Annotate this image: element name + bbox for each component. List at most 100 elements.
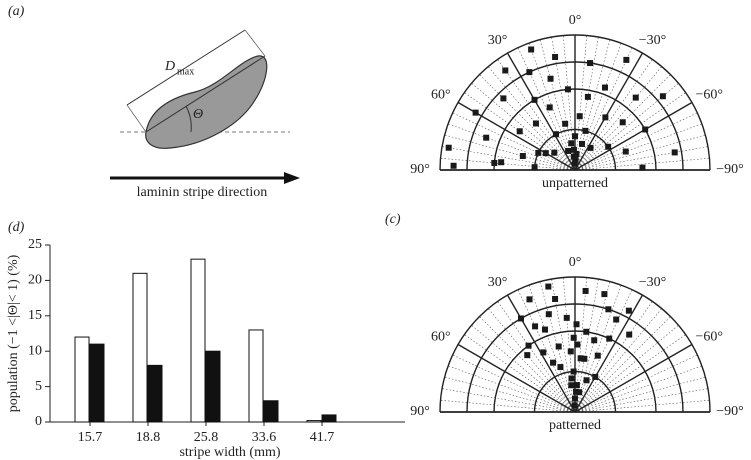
angle-label: 90°	[410, 404, 430, 419]
point	[531, 96, 538, 103]
point	[602, 114, 609, 121]
radial-minor	[574, 157, 710, 171]
point	[577, 355, 584, 362]
angle-label: −60°	[695, 88, 723, 103]
point	[563, 314, 570, 321]
point	[642, 126, 649, 133]
point	[572, 133, 578, 140]
radial-minor	[574, 324, 679, 413]
bar	[248, 329, 264, 423]
point	[516, 128, 523, 135]
radial-minor	[574, 308, 663, 413]
angle-label: −90°	[716, 162, 744, 177]
point	[562, 120, 569, 127]
radial-minor	[574, 376, 706, 413]
radial-minor	[574, 285, 622, 413]
radial-minor	[574, 301, 653, 413]
radial-minor	[464, 334, 576, 413]
point	[570, 334, 577, 341]
angle-arc	[185, 105, 192, 133]
caption: patterned	[549, 418, 601, 433]
point	[491, 159, 498, 166]
point	[583, 377, 590, 384]
major-axis	[145, 55, 266, 133]
x-tick-label: 15.7	[78, 430, 103, 445]
radial-minor	[497, 301, 576, 413]
point	[570, 368, 577, 375]
point	[570, 146, 577, 153]
radial-minor	[574, 43, 622, 171]
radial-minor	[562, 277, 576, 413]
radial-minor	[471, 324, 576, 413]
dmax-guide	[126, 104, 147, 133]
radial-minor	[471, 82, 576, 171]
radial-minor	[574, 123, 702, 171]
point	[532, 120, 539, 127]
bar	[190, 258, 206, 423]
angle-label: −60°	[695, 330, 723, 345]
radial-minor	[574, 39, 611, 171]
dmax-guide	[244, 29, 266, 57]
radial-minor	[441, 146, 576, 171]
radial-minor	[574, 354, 698, 413]
point	[587, 60, 594, 67]
point	[531, 164, 538, 171]
arrow-head	[284, 172, 300, 184]
point	[572, 156, 579, 163]
radial-minor	[574, 92, 686, 171]
point	[573, 388, 580, 395]
radial-minor	[574, 334, 686, 413]
point	[573, 150, 580, 157]
point	[574, 341, 581, 348]
point	[502, 67, 509, 74]
point	[526, 69, 533, 76]
angle-label: 0°	[569, 13, 582, 28]
bar	[205, 350, 221, 423]
point	[578, 140, 585, 147]
point	[576, 113, 583, 120]
y-tick-label: 10	[28, 343, 42, 358]
point	[582, 127, 589, 134]
bar	[321, 414, 337, 423]
point	[547, 75, 554, 82]
y-tick-label: 0	[35, 414, 42, 429]
point	[550, 359, 557, 366]
y-axis-label: population (−1 <|Θ|< 1) (%)	[6, 254, 21, 412]
panel-a: (a) D max Θ laminin stripe direction	[8, 4, 300, 200]
point	[568, 382, 575, 389]
point	[564, 86, 571, 93]
point	[594, 352, 601, 359]
angle-label: −30°	[639, 33, 667, 48]
point	[583, 328, 590, 335]
angle-label: 0°	[569, 255, 582, 270]
point	[483, 134, 490, 141]
point	[602, 84, 609, 91]
panel-label: (d)	[8, 220, 25, 235]
point	[625, 307, 632, 314]
point	[445, 144, 452, 151]
panel-label: (c)	[385, 212, 401, 227]
point	[591, 337, 598, 344]
radial-minor	[574, 134, 706, 171]
radial-minor	[444, 134, 576, 171]
point	[605, 143, 612, 150]
point	[613, 316, 620, 323]
point	[552, 131, 559, 138]
x-tick-label: 33.6	[252, 430, 277, 445]
radial-minor	[574, 66, 663, 171]
point	[572, 395, 578, 402]
dmax-sub: max	[177, 66, 194, 77]
radial-major	[506, 52, 576, 171]
radial-minor	[487, 66, 576, 171]
radial-minor	[574, 47, 633, 171]
caption: unpatterned	[542, 176, 608, 191]
point	[619, 119, 626, 126]
point	[659, 93, 666, 100]
radial-minor	[574, 112, 698, 171]
angle-label: 30°	[488, 275, 508, 290]
point	[532, 323, 539, 330]
point	[552, 53, 559, 60]
bar	[306, 420, 322, 423]
radial-major	[574, 294, 644, 413]
